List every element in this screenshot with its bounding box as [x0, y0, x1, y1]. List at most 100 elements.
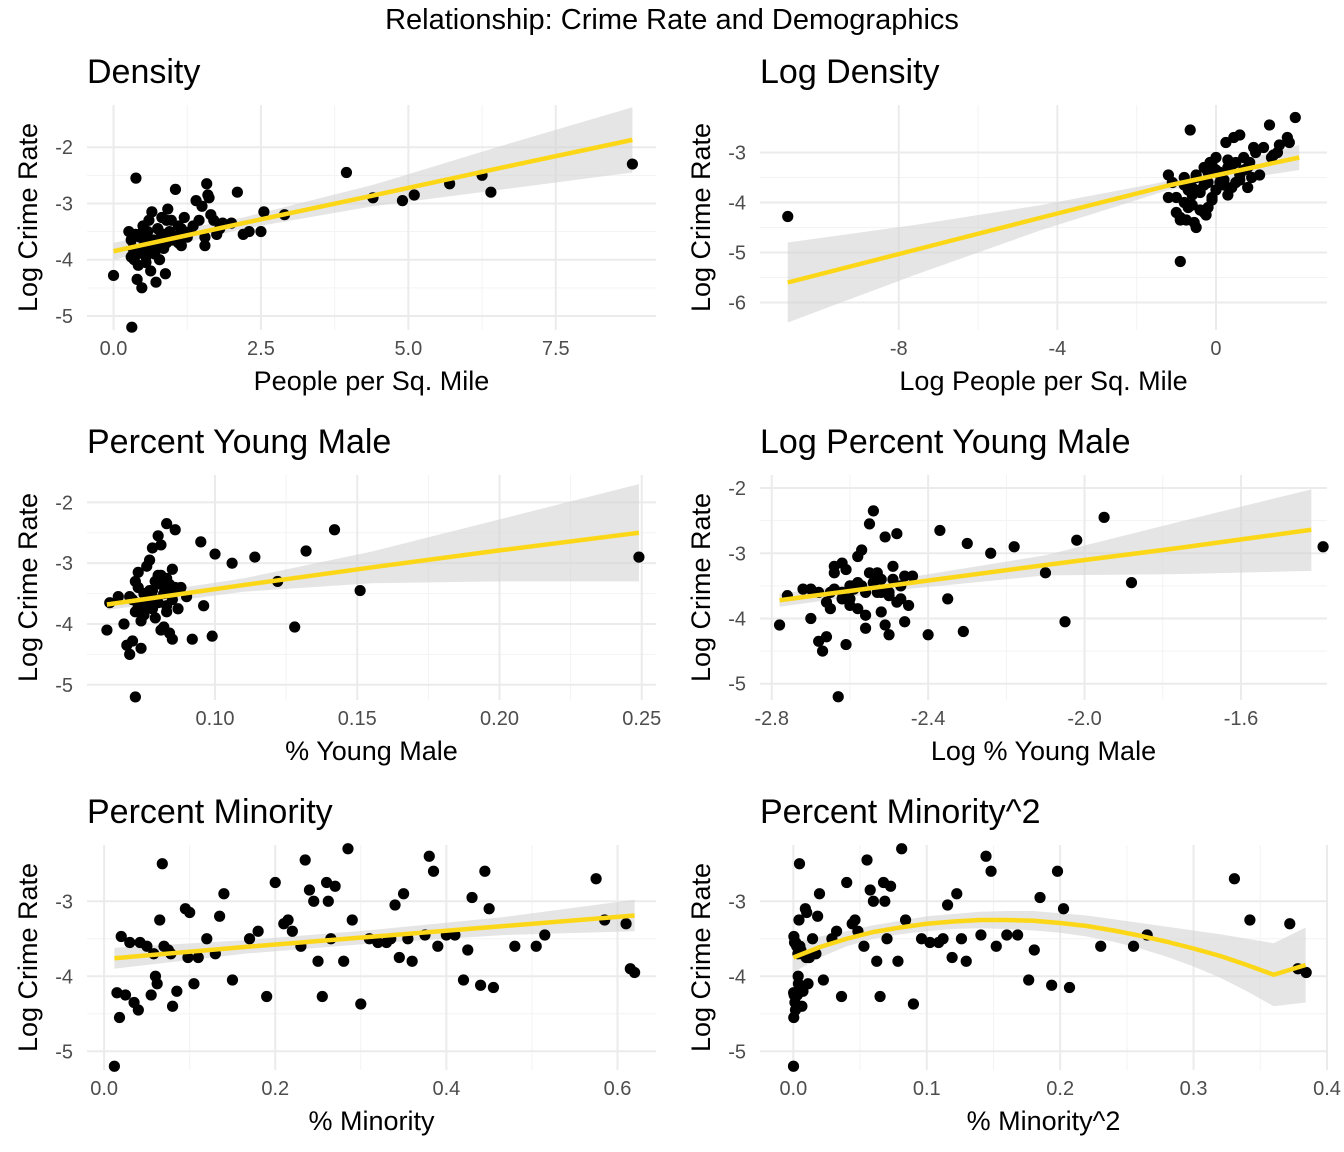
data-point — [1234, 129, 1246, 141]
data-point — [406, 955, 418, 967]
data-point — [322, 895, 334, 907]
x-tick-label: -2.0 — [1067, 708, 1101, 730]
data-point — [149, 612, 161, 624]
data-point — [135, 642, 147, 654]
data-point — [824, 603, 836, 615]
data-point — [163, 627, 176, 639]
data-point — [915, 933, 928, 945]
data-point — [874, 990, 886, 1003]
data-point — [899, 914, 912, 926]
data-point — [806, 933, 819, 945]
data-point — [146, 603, 159, 615]
data-point — [231, 186, 243, 198]
data-point — [149, 575, 161, 588]
data-point — [1162, 191, 1174, 204]
data-point — [1059, 616, 1071, 628]
panel-title: Percent Young Male — [87, 423, 391, 461]
data-point — [620, 918, 632, 930]
data-point — [509, 940, 521, 952]
data-point — [186, 633, 198, 645]
panel-title: Percent Minority — [87, 793, 333, 831]
data-point — [474, 979, 487, 991]
y-tick-label: -3 — [728, 891, 746, 913]
data-point — [130, 172, 142, 184]
data-point — [126, 635, 139, 647]
data-point — [115, 930, 127, 943]
data-point — [255, 225, 267, 238]
y-tick-label: -6 — [728, 293, 746, 315]
data-point — [955, 933, 968, 945]
fit-line — [113, 137, 633, 254]
y-tick-label: -2 — [55, 137, 73, 159]
confidence-band — [106, 484, 639, 610]
data-point — [1186, 189, 1198, 201]
data-point — [342, 843, 354, 855]
y-tick-label: -4 — [55, 614, 73, 636]
data-point — [539, 929, 551, 941]
data-point — [132, 581, 144, 594]
x-axis-label: People per Sq. Mile — [254, 366, 490, 396]
data-point — [1008, 541, 1020, 553]
data-point — [286, 925, 298, 937]
data-point — [859, 609, 872, 621]
chart-panel-4: -2.8 -2.4 -2.0 -1.6 -5 -4 -3 -2 Log Percent Youn… — [686, 423, 1329, 766]
data-point — [112, 591, 124, 603]
x-tick-label: 0 — [1210, 338, 1221, 360]
data-point — [136, 282, 148, 294]
data-point — [178, 211, 190, 224]
data-point — [1222, 189, 1234, 201]
data-point — [159, 268, 172, 280]
figure-title: Relationship: Crime Rate and Demographic… — [385, 4, 959, 36]
data-point — [812, 910, 824, 922]
data-point — [169, 524, 181, 536]
data-point — [858, 940, 870, 952]
x-tick-label: 0.3 — [1180, 1078, 1208, 1100]
data-point — [151, 978, 163, 990]
data-point — [155, 539, 167, 551]
data-point — [863, 567, 876, 579]
y-tick-label: -4 — [728, 966, 746, 988]
data-point — [124, 936, 136, 949]
x-tick-label: 0.0 — [100, 338, 128, 360]
data-point — [483, 903, 495, 915]
y-tick-label: -3 — [728, 543, 746, 565]
data-point — [188, 978, 200, 990]
data-point — [195, 536, 207, 548]
data-point — [111, 987, 123, 999]
data-point — [820, 631, 833, 643]
x-tick-label: 2.5 — [247, 338, 275, 360]
data-point — [1228, 873, 1241, 885]
data-point — [154, 914, 166, 926]
data-point — [153, 254, 166, 266]
data-point — [1210, 184, 1222, 196]
y-axis-label: Log Crime Rate — [13, 863, 43, 1052]
data-point — [1039, 567, 1052, 579]
data-point — [166, 563, 178, 575]
fit-line — [114, 913, 635, 961]
data-point — [1257, 141, 1270, 154]
data-point — [320, 876, 333, 889]
data-point — [801, 906, 813, 919]
data-point — [192, 951, 204, 964]
data-point — [397, 888, 410, 900]
data-point — [629, 966, 641, 979]
data-point — [879, 531, 891, 543]
data-point — [312, 955, 324, 967]
data-point — [797, 583, 809, 595]
data-point — [175, 240, 187, 252]
data-point — [633, 551, 645, 563]
data-point — [863, 518, 876, 530]
data-point — [487, 981, 500, 994]
data-point — [479, 865, 491, 877]
data-point — [813, 888, 826, 900]
data-point — [1127, 940, 1140, 952]
data-point — [835, 990, 848, 1003]
data-point — [182, 951, 194, 964]
data-point — [372, 936, 384, 949]
data-point — [338, 955, 350, 967]
x-tick-label: -1.6 — [1224, 708, 1258, 730]
data-point — [243, 933, 256, 945]
x-tick-label: -2.8 — [754, 708, 788, 730]
data-point — [303, 884, 316, 896]
